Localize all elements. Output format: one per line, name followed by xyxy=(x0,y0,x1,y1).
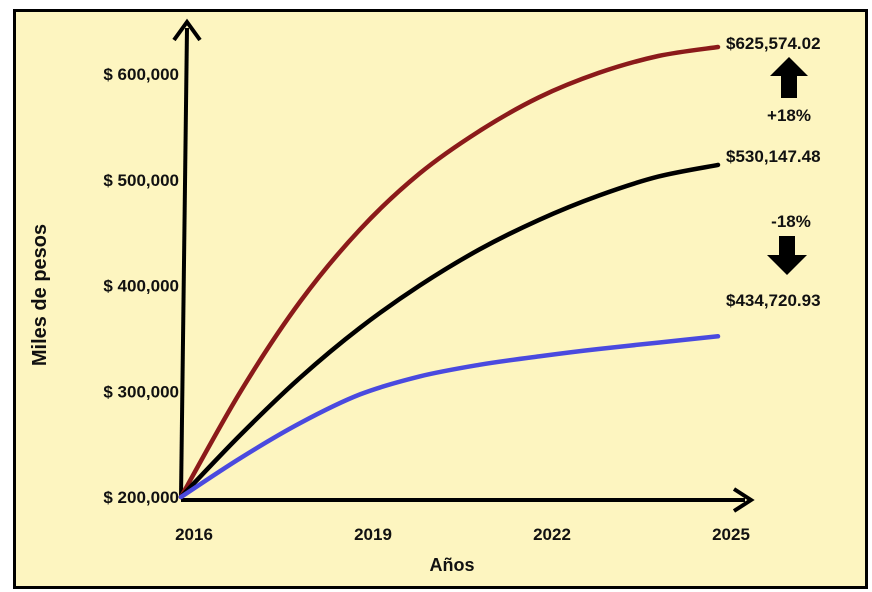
decrease-percent-label: -18% xyxy=(771,212,811,231)
y-tick-labels: $ 200,000 $ 300,000 $ 400,000 $ 500,000 $ 60… xyxy=(103,65,179,507)
series-layer xyxy=(178,44,721,500)
x-tick-label: 2022 xyxy=(533,525,571,544)
up-arrow-icon xyxy=(770,57,808,98)
y-tick-label: $ 600,000 xyxy=(103,65,179,84)
axes xyxy=(172,18,755,513)
y-tick-label: $ 400,000 xyxy=(103,277,179,296)
y-tick-label: $ 300,000 xyxy=(103,382,179,401)
y-axis-title: Miles de pesos xyxy=(29,224,51,366)
y-tick-label: $ 500,000 xyxy=(103,171,179,190)
plot-background xyxy=(16,12,865,586)
x-tick-labels: 2016 2019 2022 2025 xyxy=(175,525,750,544)
end-label-2: $530,147.48 xyxy=(726,147,821,166)
y-tick-label: $ 200,000 xyxy=(103,488,179,507)
x-axis-title: Años xyxy=(430,555,475,575)
chart-frame xyxy=(13,9,868,589)
end-label-1: $625,574.02 xyxy=(726,34,821,53)
y-axis-arrowhead xyxy=(172,18,202,42)
x-tick-label: 2025 xyxy=(712,525,750,544)
annotations: +18% -18% xyxy=(767,57,811,275)
x-axis-arrowhead xyxy=(732,487,755,513)
series-line-2 xyxy=(178,162,721,500)
series-line-1 xyxy=(178,44,721,500)
end-label-3: $434,720.93 xyxy=(726,291,821,310)
x-tick-label: 2016 xyxy=(175,525,213,544)
y-axis-line xyxy=(179,27,189,498)
down-arrow-icon xyxy=(767,236,807,275)
increase-percent-label: +18% xyxy=(767,106,811,125)
x-tick-label: 2019 xyxy=(354,525,392,544)
series-line-3 xyxy=(178,334,721,500)
end-labels: $625,574.02 $530,147.48 $434,720.93 xyxy=(726,34,821,310)
